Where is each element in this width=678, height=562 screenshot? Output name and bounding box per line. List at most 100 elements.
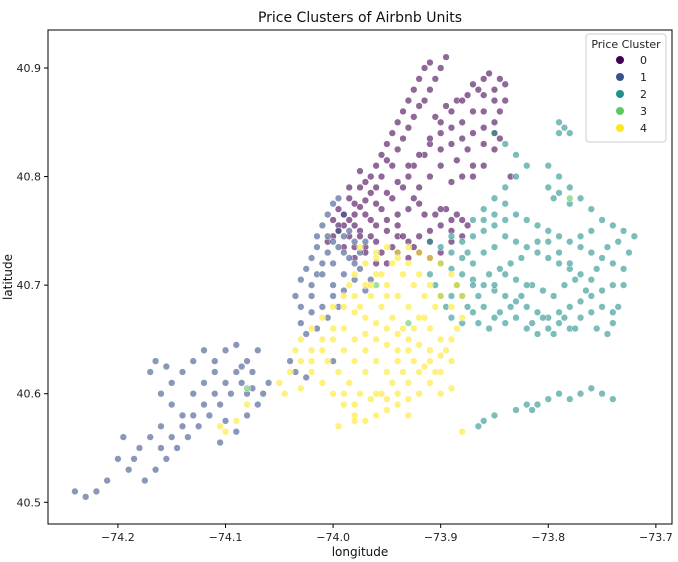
scatter-point-cluster-4-22 xyxy=(361,259,370,268)
scatter-point-cluster-2-86 xyxy=(598,216,606,224)
scatter-point-cluster-2-9 xyxy=(555,232,563,240)
scatter-point-cluster-2-89 xyxy=(630,232,638,240)
chart-title: Price Clusters of Airbnb Units xyxy=(258,10,462,26)
legend: Price Cluster 0 1 2 3 4 xyxy=(585,33,667,143)
scatter-point-cluster-2-88 xyxy=(619,227,628,235)
scatter-point-cluster-0-6 xyxy=(361,196,370,205)
scatter-point-cluster-1-51 xyxy=(82,493,90,501)
scatter-point-cluster-4-70 xyxy=(318,335,326,344)
scatter-point-cluster-4-126 xyxy=(458,428,466,436)
scatter-point-cluster-2-0 xyxy=(458,238,466,246)
legend-title: Price Cluster xyxy=(591,38,661,51)
scatter-point-cluster-2-108 xyxy=(512,406,520,414)
scatter-point-cluster-0-90 xyxy=(383,216,391,224)
scatter-point-cluster-1-6 xyxy=(318,221,326,230)
scatter-point-cluster-0-40 xyxy=(437,129,445,137)
scatter-point-cluster-0-99 xyxy=(394,221,402,230)
scatter-point-cluster-2-131 xyxy=(619,281,628,289)
scatter-point-cluster-0-72 xyxy=(426,58,434,67)
scatter-point-cluster-4-69 xyxy=(329,324,337,333)
scatter-point-cluster-4-66 xyxy=(388,259,396,268)
scatter-point-cluster-2-127 xyxy=(593,265,601,273)
scatter-point-cluster-0-49 xyxy=(496,107,504,116)
scatter-point-cluster-1-82 xyxy=(200,346,208,354)
scatter-point-cluster-4-71 xyxy=(307,346,316,354)
scatter-point-cluster-0-2 xyxy=(394,145,402,154)
scatter-point-cluster-4-37 xyxy=(361,417,370,425)
scatter-point-cluster-4-26 xyxy=(329,303,337,311)
x-axis-label: longitude xyxy=(332,545,389,559)
scatter-point-cluster-2-150 xyxy=(485,324,493,333)
scatter-point-cluster-1-89 xyxy=(264,379,273,387)
scatter-point-cluster-4-43 xyxy=(426,379,434,387)
scatter-point-cluster-0-28 xyxy=(437,64,445,72)
scatter-point-cluster-2-134 xyxy=(523,281,531,289)
scatter-point-cluster-4-78 xyxy=(388,379,396,387)
scatter-point-cluster-4-80 xyxy=(410,357,418,365)
scatter-point-cluster-0-85 xyxy=(437,221,445,230)
scatter-point-cluster-1-81 xyxy=(189,357,197,365)
scatter-point-cluster-4-61 xyxy=(420,314,429,322)
scatter-point-cluster-1-95 xyxy=(189,390,197,398)
scatter-point-cluster-4-51 xyxy=(383,281,391,289)
scatter-point-cluster-4-4 xyxy=(383,324,391,333)
scatter-point-cluster-0-94 xyxy=(420,210,429,219)
scatter-point-cluster-4-79 xyxy=(399,368,407,376)
scatter-point-cluster-0-1 xyxy=(383,156,391,164)
scatter-point-cluster-4-73 xyxy=(334,368,343,376)
scatter-point-cluster-0-43 xyxy=(437,145,445,154)
scatter-point-cluster-1-74 xyxy=(173,444,181,452)
legend-marker-2 xyxy=(616,90,624,98)
scatter-point-cluster-4-87 xyxy=(361,346,370,354)
scatter-point-cluster-1-103 xyxy=(130,455,138,463)
scatter-point-cluster-1-15 xyxy=(318,270,326,278)
scatter-point-cluster-2-146 xyxy=(480,216,488,224)
scatter-point-cluster-2-52 xyxy=(609,319,617,327)
scatter-point-cluster-1-52 xyxy=(71,487,79,496)
scatter-point-cluster-1-61 xyxy=(200,400,208,409)
scatter-point-cluster-4-111 xyxy=(415,248,423,257)
scatter-point-cluster-0-133 xyxy=(458,96,466,105)
scatter-point-cluster-0-71 xyxy=(420,64,429,72)
legend-label-4: 4 xyxy=(640,122,647,135)
scatter-point-cluster-4-84 xyxy=(350,357,359,365)
scatter-point-cluster-2-26 xyxy=(501,292,509,300)
scatter-point-cluster-2-77 xyxy=(523,162,531,170)
scatter-point-cluster-0-84 xyxy=(426,227,434,235)
scatter-point-cluster-0-143 xyxy=(469,172,477,181)
scatter-point-cluster-1-56 xyxy=(146,433,154,441)
scatter-point-cluster-2-84 xyxy=(576,194,585,202)
scatter-point-cluster-0-30 xyxy=(431,113,439,121)
scatter-point-cluster-1-57 xyxy=(157,444,165,452)
scatter-point-cluster-2-53 xyxy=(603,330,612,338)
scatter-point-cluster-4-2 xyxy=(361,314,370,322)
scatter-point-cluster-2-4 xyxy=(501,216,509,224)
scatter-point-cluster-0-63 xyxy=(377,151,386,159)
scatter-point-cluster-2-8 xyxy=(544,227,552,235)
scatter-point-cluster-0-66 xyxy=(394,118,402,126)
scatter-point-cluster-2-19 xyxy=(576,297,585,306)
scatter-point-cluster-4-30 xyxy=(291,346,300,354)
scatter-point-cluster-2-147 xyxy=(463,248,472,257)
scatter-point-cluster-0-46 xyxy=(469,129,477,137)
scatter-point-cluster-2-6 xyxy=(523,216,531,224)
scatter-point-cluster-4-88 xyxy=(372,357,380,365)
scatter-point-cluster-0-144 xyxy=(480,162,488,170)
scatter-point-cluster-0-100 xyxy=(372,221,380,230)
scatter-point-cluster-0-36 xyxy=(485,69,493,78)
points-layer xyxy=(71,53,638,501)
scatter-point-cluster-1-28 xyxy=(318,303,326,311)
scatter-point-cluster-4-28 xyxy=(307,324,316,333)
y-tick-label: 40.7 xyxy=(17,279,42,292)
scatter-point-cluster-0-44 xyxy=(447,140,456,148)
scatter-point-cluster-0-136 xyxy=(490,96,499,105)
scatter-point-cluster-0-16 xyxy=(377,205,386,213)
scatter-point-cluster-1-90 xyxy=(151,357,160,365)
scatter-point-cluster-4-93 xyxy=(383,341,391,349)
scatter-point-cluster-2-110 xyxy=(480,417,488,425)
scatter-point-cluster-2-129 xyxy=(614,238,622,246)
scatter-point-cluster-0-48 xyxy=(490,118,499,126)
scatter-point-cluster-2-21 xyxy=(555,308,563,316)
scatter-point-cluster-4-29 xyxy=(297,335,305,344)
